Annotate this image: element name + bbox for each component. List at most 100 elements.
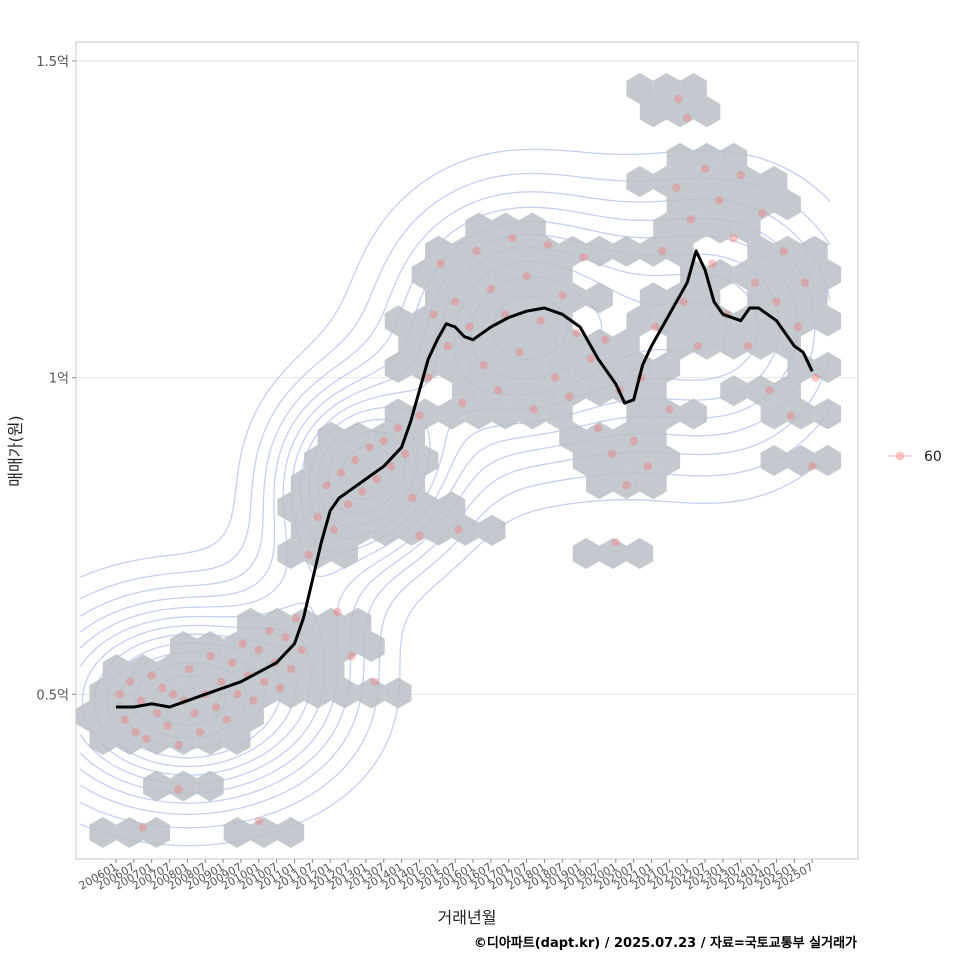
hexbin-cell [237, 607, 264, 639]
hexbin-cell [290, 468, 318, 500]
hexbin-cell [317, 421, 345, 453]
data-point [238, 639, 247, 648]
data-point [429, 310, 438, 319]
data-point [313, 512, 322, 522]
hexbin-cell [478, 282, 506, 314]
hexbin-cell [304, 445, 331, 476]
hexbin-cell [693, 142, 721, 174]
hexbin-cell [666, 235, 694, 267]
data-point [227, 658, 237, 667]
data-point [347, 652, 356, 661]
data-point [458, 398, 467, 408]
hexbin-cell [237, 700, 264, 732]
hexbin-cell [384, 352, 412, 383]
hexbin-cell [304, 677, 331, 709]
data-point [708, 259, 717, 268]
source-caption: ©디아파트(dapt.kr) / 2025.07.23 / 자료=국토교통부 실… [474, 935, 857, 951]
data-point [304, 550, 313, 560]
data-point [343, 500, 353, 509]
hexbin-cell [693, 282, 721, 314]
hexbin-cell [519, 305, 546, 337]
data-point [372, 474, 381, 484]
hexbin-cell [814, 445, 842, 476]
data-point [643, 462, 653, 471]
hexbin-cell [693, 189, 721, 221]
data-point [424, 373, 433, 382]
data-point [281, 633, 290, 642]
data-point [147, 671, 156, 680]
hexbin-cell [599, 352, 627, 383]
hexbin-cell [747, 189, 774, 221]
hexbin-cell [626, 445, 654, 476]
data-point [465, 322, 474, 332]
hexbin-cell [371, 514, 399, 546]
data-point [700, 164, 710, 173]
hexbin-cell [666, 142, 694, 174]
data-point [249, 696, 258, 705]
hexbin-cell [532, 328, 560, 360]
hexbin-cell [559, 375, 587, 407]
data-point [152, 709, 162, 718]
hexbin-cell [317, 654, 345, 686]
hexbin-cell [626, 73, 654, 104]
hexbin-cell [505, 375, 533, 407]
data-point [131, 728, 140, 737]
hexbin-cell [572, 445, 600, 476]
hexbin-cell [626, 398, 654, 430]
data-point [529, 405, 538, 414]
data-point [454, 525, 463, 534]
hexbin-cell [653, 398, 681, 430]
hexbin-cell [102, 700, 130, 732]
hexbin-cell [223, 817, 251, 848]
y-axis-ticks: 0.5억 1억 1.5억 [36, 55, 76, 703]
hexbin-cell [545, 259, 573, 290]
hexbin-cell [290, 514, 318, 546]
hexbin-cell [357, 631, 385, 662]
data-point [600, 335, 610, 344]
data-point [715, 196, 724, 205]
hexbin-cell [612, 235, 640, 267]
hexbin-cell [317, 468, 345, 500]
hexbin-cell [747, 375, 774, 407]
hexbin-cell [639, 282, 667, 314]
hexbin-cell [411, 445, 439, 476]
hexbin-cell [774, 375, 801, 407]
hexbin-cell [706, 305, 734, 337]
hexbin-cell [559, 282, 587, 314]
hexbin-cell [774, 328, 801, 360]
hexbin-cell [156, 700, 184, 732]
hexbin-cell [156, 654, 184, 686]
data-point [265, 626, 274, 636]
hexbin-cell [384, 677, 412, 709]
data-point [786, 411, 795, 420]
data-point [779, 246, 788, 256]
hexbin-cell [760, 259, 788, 290]
data-point [370, 677, 379, 686]
data-point [329, 525, 338, 534]
hexbin-cell [760, 166, 788, 197]
hexbin-cell [170, 724, 197, 755]
hexbin-cell [411, 305, 439, 337]
hexbin-cell [344, 421, 372, 453]
hexbin-cell [626, 305, 654, 337]
data-point [322, 481, 331, 490]
hexbin-cell [317, 607, 345, 639]
hexbin-cell [666, 189, 694, 221]
hexbin-cell [143, 817, 170, 848]
data-point [515, 348, 524, 357]
data-point [443, 341, 453, 351]
hexbin-cell [519, 398, 546, 430]
trend-line-layer [116, 249, 814, 709]
data-point [765, 386, 774, 395]
data-point [593, 424, 603, 433]
hexbin-cell [774, 189, 801, 221]
hexbin-cell [478, 514, 506, 546]
data-point [408, 493, 417, 503]
hexbin-cell [116, 677, 144, 709]
hexbin-cell [384, 398, 412, 430]
hexbin-cell [814, 259, 842, 290]
data-point [233, 690, 242, 699]
hexbin-cell [143, 724, 170, 755]
hexbin-cell [532, 282, 560, 314]
